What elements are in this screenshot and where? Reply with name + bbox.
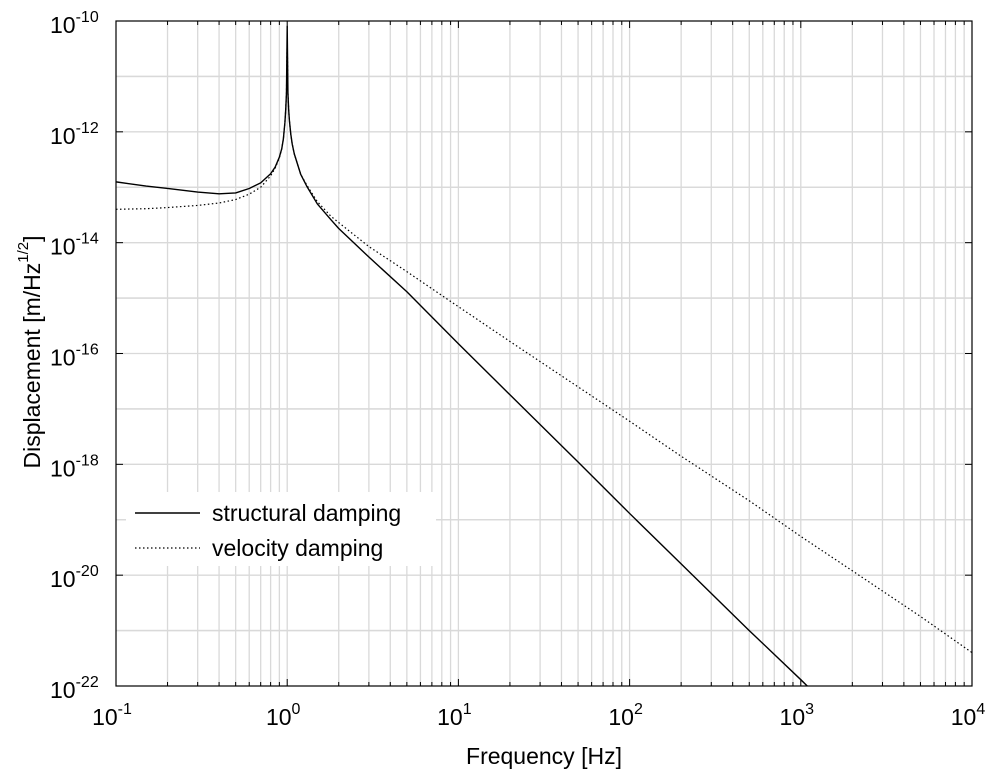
- x-tick-label: 104: [951, 701, 986, 730]
- y-axis-label: Displacement [m/Hz1/2]: [15, 235, 45, 468]
- x-tick-exp: 0: [292, 701, 301, 718]
- series-layer: [116, 25, 972, 686]
- y-tick-label: 10-20: [50, 563, 99, 592]
- tick-marks: [115, 20, 973, 687]
- y-tick-base: 10: [50, 123, 76, 149]
- y-tick-exp: -10: [76, 9, 99, 26]
- x-tick-label: 101: [437, 701, 472, 730]
- y-axis-label-sup: 1/2: [15, 242, 32, 263]
- y-tick-exp: -14: [76, 231, 99, 248]
- y-axis-label-main: Displacement [m/Hz: [19, 263, 45, 469]
- y-axis-label-end: ]: [19, 235, 45, 241]
- y-tick-label: 10-12: [50, 120, 99, 149]
- x-tick-exp: -1: [118, 701, 132, 718]
- x-tick-base: 10: [266, 704, 292, 730]
- x-tick-label: 103: [780, 701, 815, 730]
- y-tick-base: 10: [50, 345, 76, 371]
- x-tick-base: 10: [951, 704, 977, 730]
- y-tick-base: 10: [50, 234, 76, 260]
- x-tick-label: 102: [608, 701, 643, 730]
- y-tick-exp: -12: [76, 120, 99, 137]
- x-axis-label: Frequency [Hz]: [466, 743, 622, 769]
- x-tick-base: 10: [780, 704, 806, 730]
- x-tick-labels: 10-1 100 101 102 103 104: [92, 701, 985, 730]
- legend: structural damping velocity damping: [126, 492, 436, 566]
- y-tick-exp: -18: [76, 452, 99, 469]
- y-tick-exp: -22: [76, 674, 99, 691]
- y-tick-label: 10-22: [50, 674, 99, 703]
- legend-label-velocity: velocity damping: [212, 535, 383, 561]
- y-tick-base: 10: [50, 566, 76, 592]
- grid: [116, 21, 972, 686]
- y-tick-base: 10: [50, 455, 76, 481]
- plot-frame: [115, 20, 973, 687]
- series-line-structural-damping: [116, 25, 869, 686]
- x-tick-label: 10-1: [92, 701, 132, 730]
- x-tick-label: 100: [266, 701, 301, 730]
- y-tick-label: 10-16: [50, 342, 99, 371]
- x-tick-base: 10: [608, 704, 634, 730]
- y-tick-label: 10-10: [50, 9, 99, 38]
- y-tick-base: 10: [50, 677, 76, 703]
- x-tick-base: 10: [92, 704, 118, 730]
- x-tick-exp: 2: [634, 701, 643, 718]
- legend-box: [126, 492, 436, 566]
- y-tick-label: 10-14: [50, 231, 99, 260]
- x-tick-exp: 4: [976, 701, 985, 718]
- y-tick-label: 10-18: [50, 452, 99, 481]
- x-tick-exp: 3: [805, 701, 814, 718]
- y-tick-exp: -20: [76, 563, 99, 580]
- legend-label-structural: structural damping: [212, 500, 401, 526]
- y-tick-exp: -16: [76, 342, 99, 359]
- x-tick-exp: 1: [463, 701, 472, 718]
- y-tick-base: 10: [50, 12, 76, 38]
- x-tick-base: 10: [437, 704, 463, 730]
